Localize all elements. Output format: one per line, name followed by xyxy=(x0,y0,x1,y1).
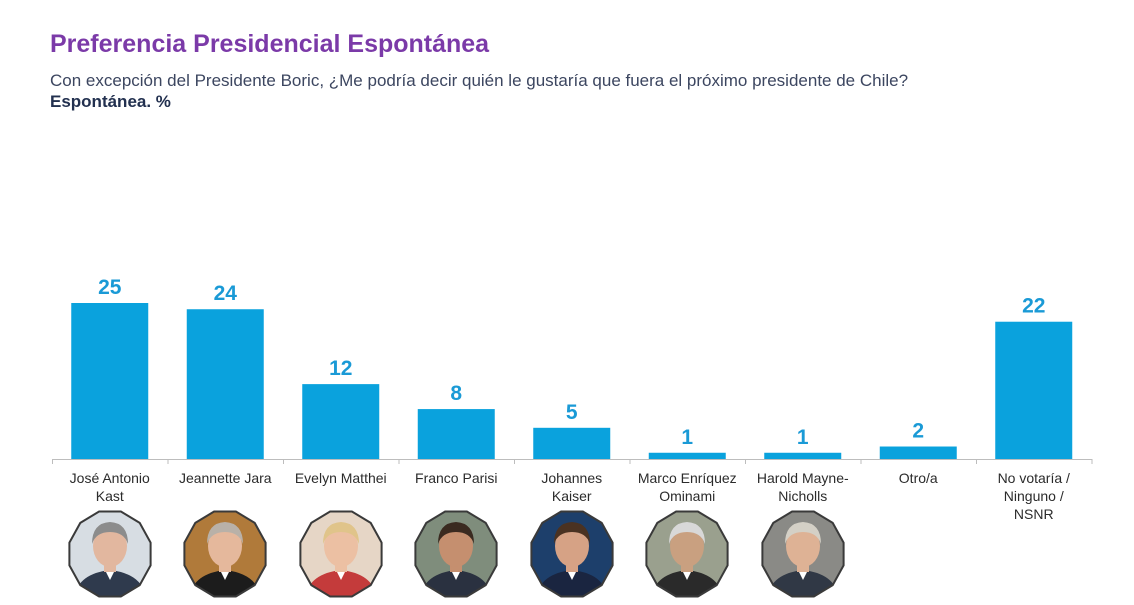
person-photo-enriquez-ominami xyxy=(643,508,731,600)
bar xyxy=(879,446,957,459)
category-label: Harold Mayne- Nicholls xyxy=(757,470,849,504)
category-label: Otro/a xyxy=(899,470,938,486)
data-label: 2 xyxy=(912,420,924,443)
category-label: Franco Parisi xyxy=(415,470,497,486)
category-label-line: No votaría / xyxy=(998,470,1070,486)
data-label: 5 xyxy=(566,401,578,424)
bar xyxy=(302,384,380,459)
category-label: Marco Enríquez Ominami xyxy=(638,470,737,504)
data-label: 8 xyxy=(450,382,462,405)
bar xyxy=(417,409,495,459)
category-label: Johannes Kaiser xyxy=(541,470,602,504)
category-label-line: Jeannette Jara xyxy=(179,470,272,486)
category-label-line: Kast xyxy=(96,488,124,504)
chart-title: Preferencia Presidencial Espontánea xyxy=(50,30,490,58)
person-photo-kaiser xyxy=(528,508,616,600)
category-label-line: Nicholls xyxy=(778,488,827,504)
data-label: 24 xyxy=(214,282,238,305)
category-label-line: NSNR xyxy=(1014,506,1054,522)
category-label-line: Johannes xyxy=(541,470,602,486)
person-photo-mayne-nicholls xyxy=(759,508,847,600)
data-label: 1 xyxy=(797,426,809,449)
category-label-line: José Antonio xyxy=(70,470,150,486)
bar xyxy=(648,452,726,459)
data-label: 12 xyxy=(329,357,352,380)
category-label-line: Ominami xyxy=(659,488,715,504)
bar xyxy=(533,427,611,459)
person-photo-parisi xyxy=(412,508,500,600)
category-label-line: Harold Mayne- xyxy=(757,470,849,486)
category-label: No votaría / Ninguno / NSNR xyxy=(998,470,1070,522)
category-label-line: Kaiser xyxy=(552,488,592,504)
data-label: 1 xyxy=(681,426,693,449)
bar xyxy=(995,321,1073,459)
category-label-line: Otro/a xyxy=(899,470,938,486)
person-photo-matthei xyxy=(297,508,385,600)
category-label-line: Marco Enríquez xyxy=(638,470,737,486)
chart-subtitle: Con excepción del Presidente Boric, ¿Me … xyxy=(50,71,909,90)
category-label-line: Franco Parisi xyxy=(415,470,497,486)
person-photo-jara xyxy=(181,508,269,600)
bar xyxy=(71,303,149,459)
category-label: José Antonio Kast xyxy=(70,470,150,504)
bar xyxy=(764,452,842,459)
person-photo-kast xyxy=(66,508,154,600)
bar xyxy=(186,309,264,459)
category-label: Evelyn Matthei xyxy=(295,470,387,486)
category-label-line: Evelyn Matthei xyxy=(295,470,387,486)
data-label: 25 xyxy=(98,276,122,299)
data-label: 22 xyxy=(1022,295,1045,318)
category-label: Jeannette Jara xyxy=(179,470,272,486)
chart-measure-label: Espontánea. % xyxy=(50,92,171,111)
category-label-line: Ninguno / xyxy=(1004,488,1064,504)
